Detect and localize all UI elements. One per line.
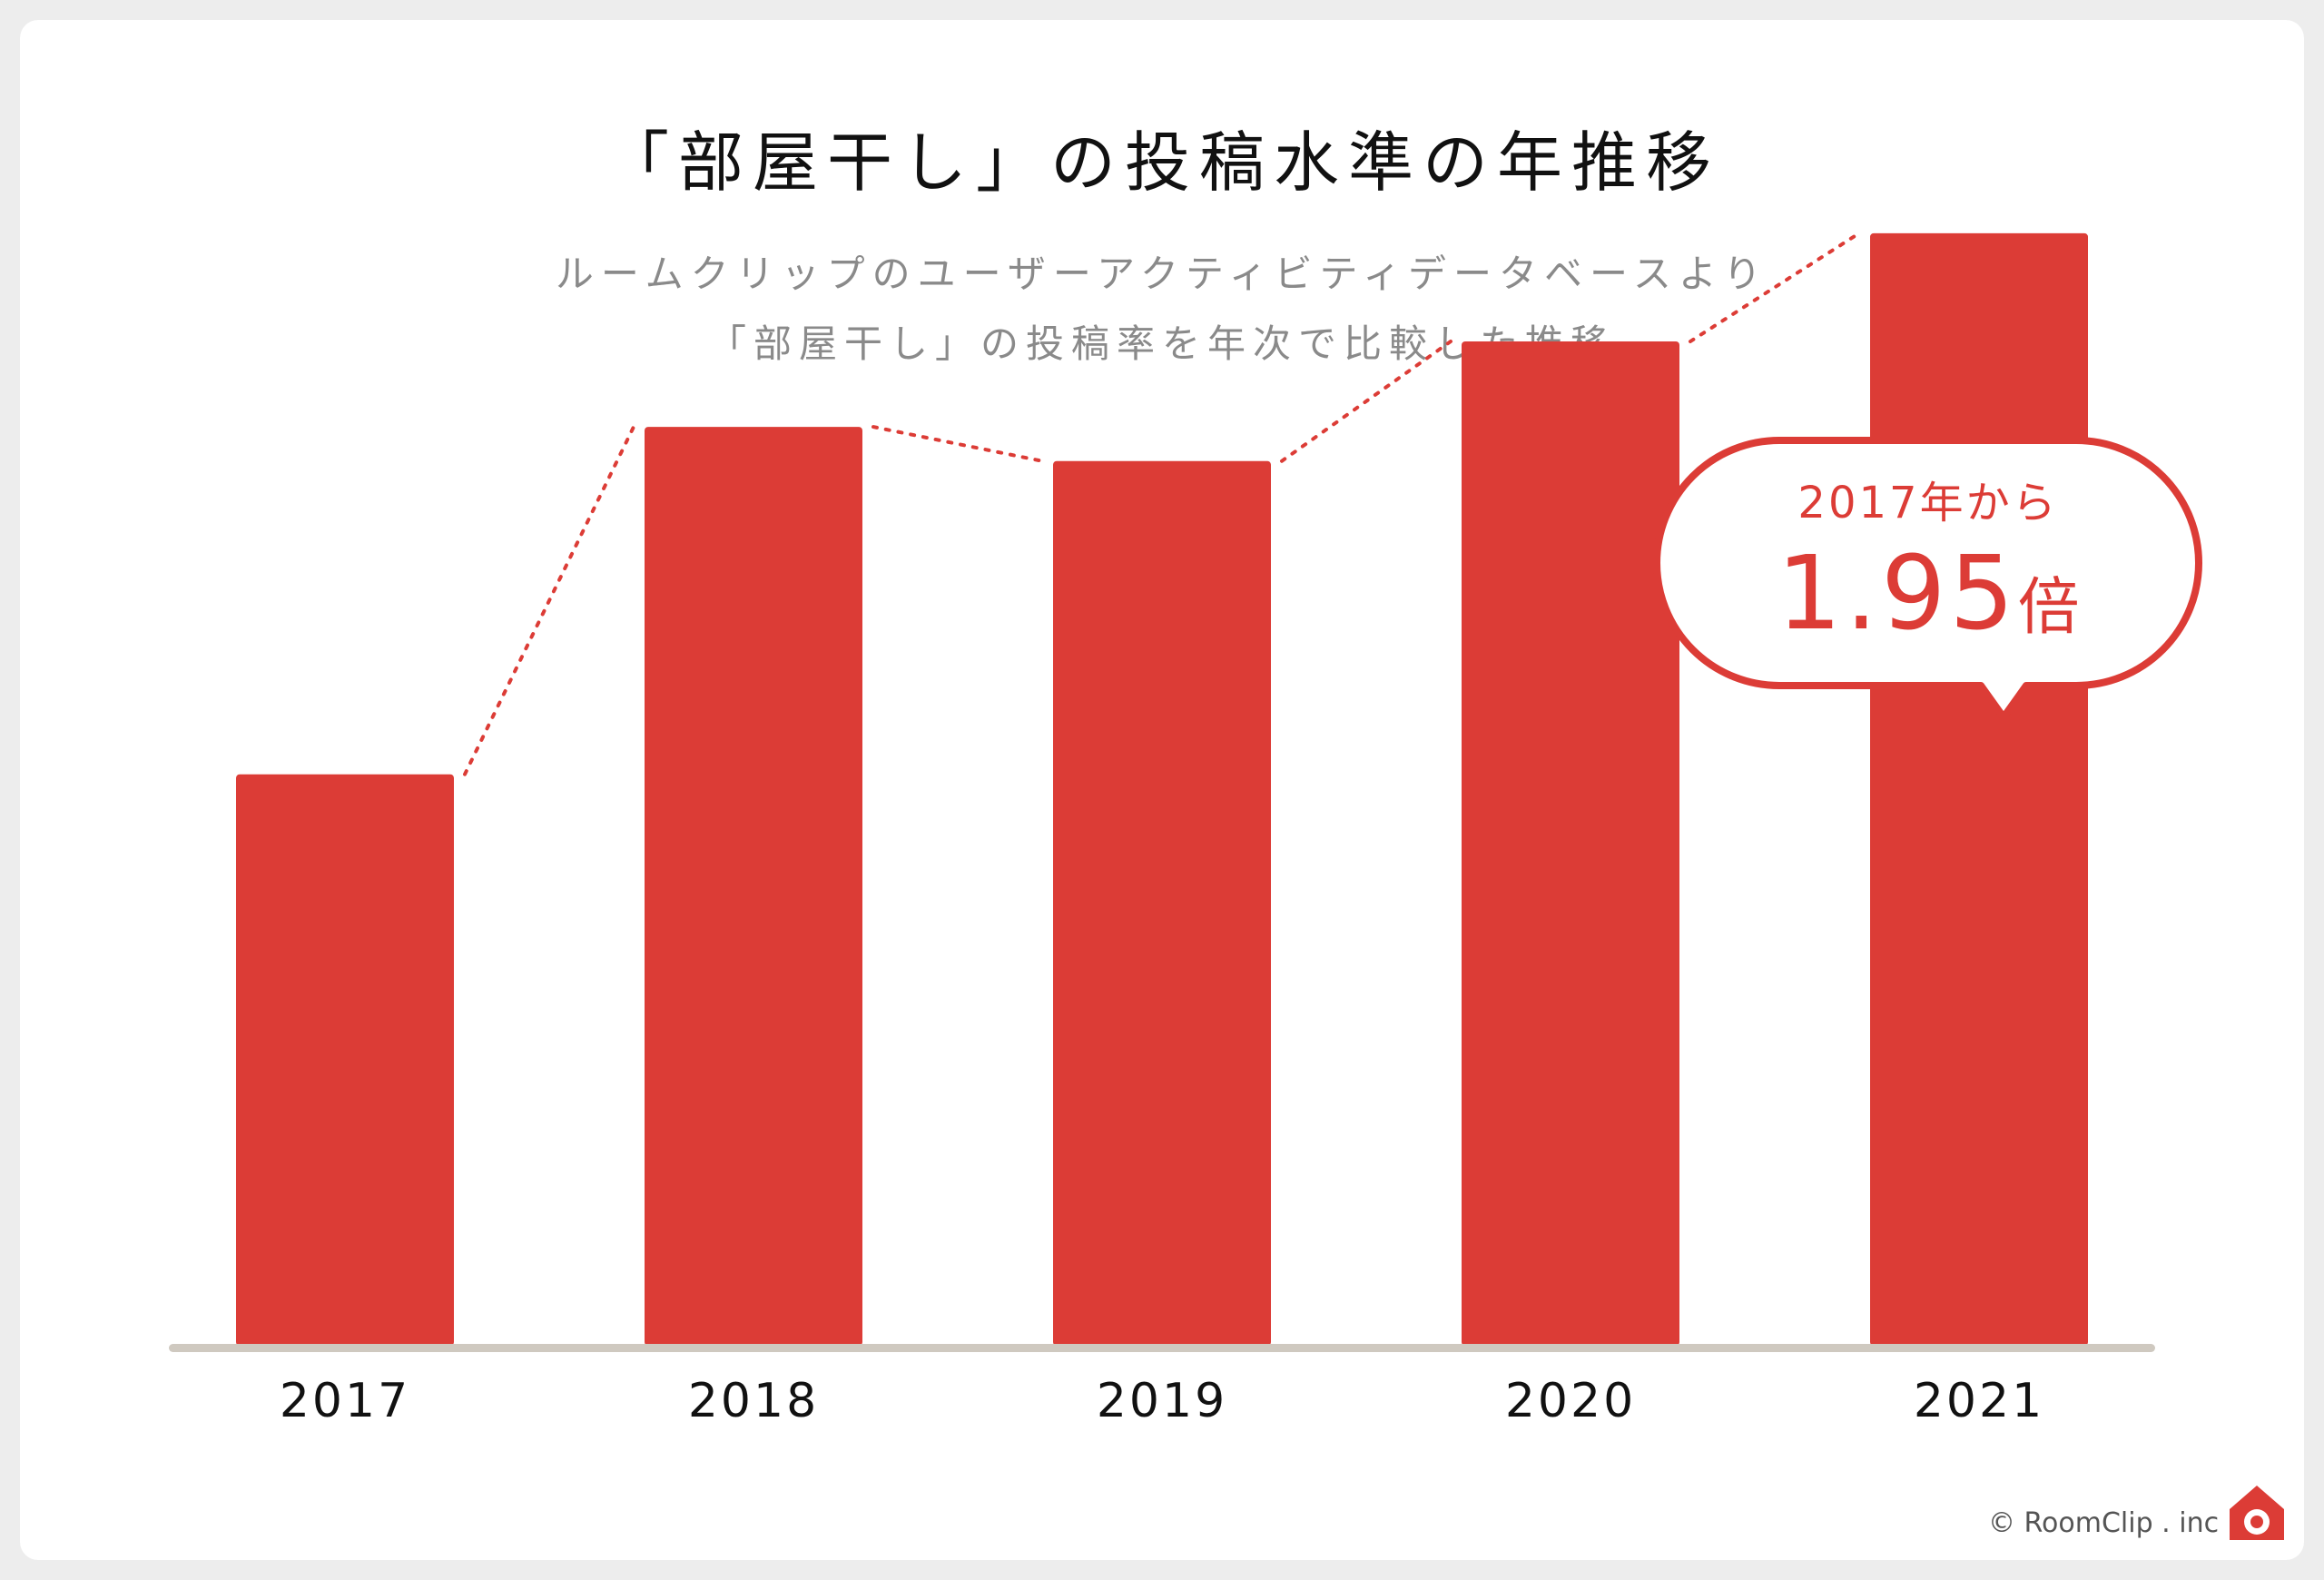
- callout-bubble: 2017年から 1.95倍: [1653, 437, 2202, 721]
- x-tick-label-2020: 2020: [1505, 1374, 1636, 1428]
- callout-value-number: 1.95: [1777, 535, 2017, 653]
- x-tick-label-2021: 2021: [1914, 1374, 2044, 1428]
- trend-segment-2020-2021: [1689, 231, 1861, 343]
- bars-layer: [236, 232, 2088, 1347]
- copyright-text: © RoomClip . inc: [1988, 1507, 2220, 1539]
- bar-2018: [645, 427, 862, 1346]
- bar-2021: [1870, 232, 2088, 1347]
- bar-2019: [1053, 460, 1271, 1346]
- callout-bubble-shape: [1653, 437, 2202, 721]
- x-tick-label-2019: 2019: [1097, 1374, 1227, 1428]
- bar-2017: [236, 774, 454, 1346]
- x-tick-label-2018: 2018: [688, 1374, 819, 1428]
- roomclip-logo-icon: [2230, 1486, 2284, 1540]
- trend-line-layer: [463, 231, 1861, 776]
- callout-value-unit: 倍: [2018, 572, 2080, 644]
- callout-line-1: 2017年から: [1797, 478, 2058, 528]
- bar-2020: [1462, 341, 1679, 1346]
- trend-segment-2018-2019: [872, 425, 1044, 463]
- chart-subtitle-line-1: ルームクリップのユーザーアクティビティデータベースより: [555, 252, 1769, 296]
- chart-subtitle-line-2: 「部屋干し」の投稿率を年次で比較した推移: [707, 321, 1616, 366]
- callout-value: 1.95倍: [1777, 535, 2079, 653]
- x-axis-line: [169, 1344, 2155, 1352]
- x-tick-labels-layer: 2017 2018 2019 2020 2021: [280, 1374, 2044, 1428]
- trend-segment-2017-2018: [463, 425, 635, 776]
- x-tick-label-2017: 2017: [280, 1374, 410, 1428]
- trend-segment-2019-2020: [1280, 340, 1452, 463]
- chart-title: 「部屋干し」の投稿水準の年推移: [603, 124, 1720, 201]
